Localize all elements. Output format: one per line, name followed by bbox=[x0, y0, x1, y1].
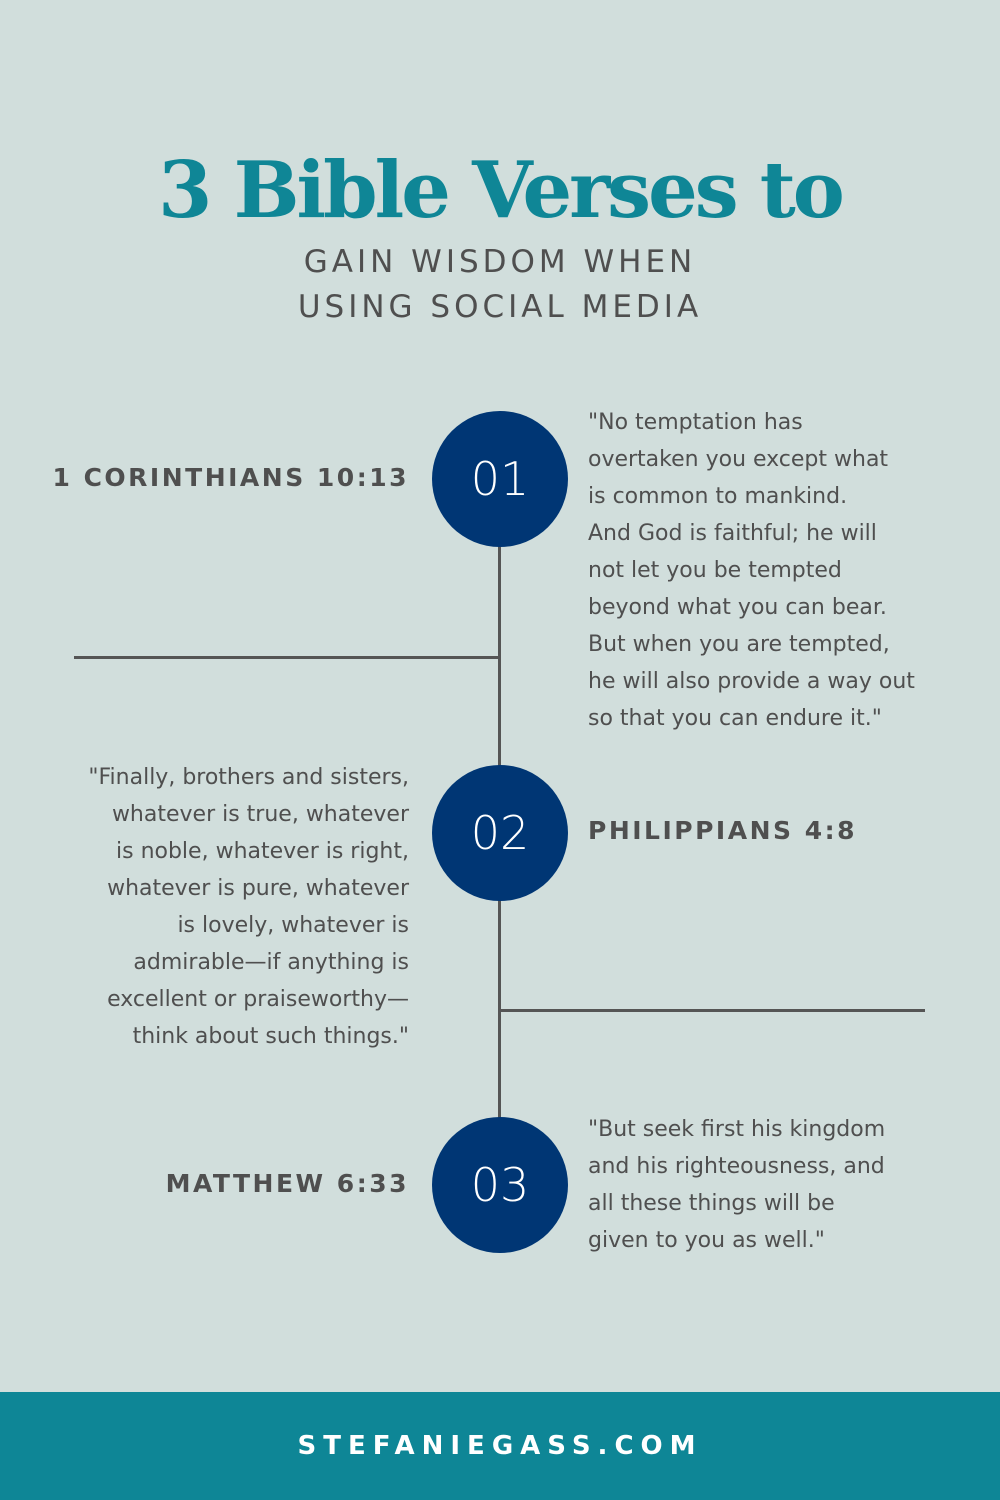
verse-number-2: 02 bbox=[432, 765, 568, 901]
divider-1 bbox=[74, 656, 500, 659]
verse-quote-1: "No temptation has overtaken you except w… bbox=[588, 410, 915, 731]
subtitle-line-1: GAIN WISDOM WHEN bbox=[303, 244, 697, 280]
verse-quote-2: "Finally, brothers and sisters, whatever … bbox=[88, 765, 409, 1049]
footer-website-link[interactable]: STEFANIEGASS.COM bbox=[0, 1392, 1000, 1500]
divider-2 bbox=[498, 1009, 925, 1012]
verse-reference-3: MATTHEW 6:33 bbox=[165, 1169, 409, 1198]
page-title: 3 Bible Verses to bbox=[158, 145, 845, 236]
verse-number-1: 01 bbox=[432, 411, 568, 547]
verse-reference-2: PHILIPPIANS 4:8 bbox=[588, 816, 857, 845]
verse-quote-3: "But seek first his kingdom and his right… bbox=[588, 1117, 886, 1253]
subtitle-line-2: USING SOCIAL MEDIA bbox=[297, 289, 703, 325]
verse-number-3: 03 bbox=[432, 1117, 568, 1253]
verse-reference-1: 1 CORINTHIANS 10:13 bbox=[52, 463, 409, 492]
